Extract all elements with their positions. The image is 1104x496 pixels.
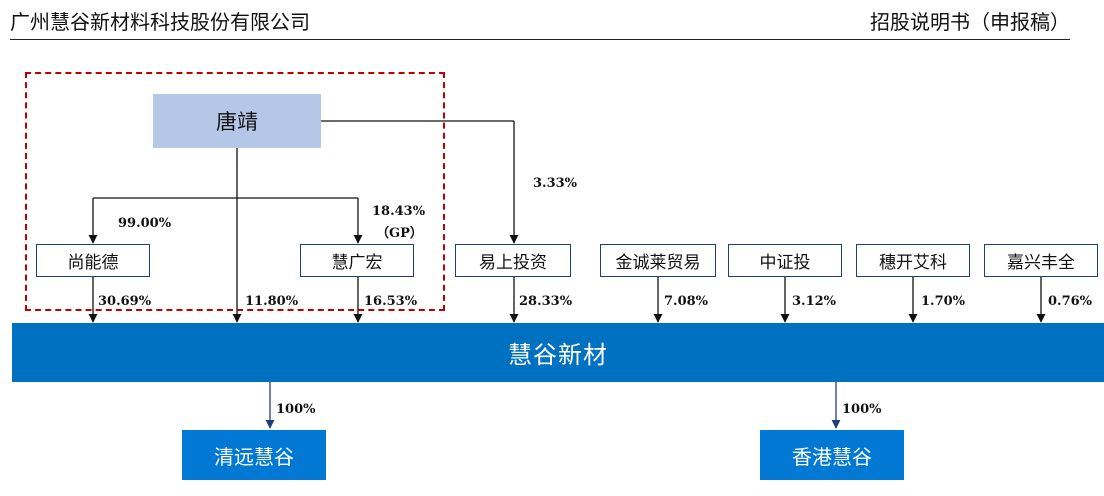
header-company-name: 广州慧谷新材料科技股份有限公司	[10, 10, 310, 34]
node-shangnengde: 尚能德	[36, 244, 150, 277]
header-divider	[10, 39, 1070, 40]
label-tang-shangnengde: 99.00%	[118, 216, 172, 231]
label-huiguanghong-company: 16.53%	[364, 294, 418, 309]
node-hongkong: 香港慧谷	[760, 430, 904, 480]
node-company: 慧谷新材	[12, 323, 1104, 382]
label-gp-note: （GP）	[376, 226, 423, 241]
node-yishang: 易上投资	[455, 244, 571, 277]
label-company-qingyuan: 100%	[276, 402, 316, 417]
node-qingyuan: 清远慧谷	[182, 430, 326, 480]
label-zhongzheng-company: 3.12%	[792, 294, 837, 309]
node-suikai: 穗开艾科	[856, 244, 970, 277]
label-jincheng-company: 7.08%	[664, 294, 709, 309]
label-suikai-company: 1.70%	[921, 294, 966, 309]
node-zhongzheng: 中证投	[728, 244, 842, 277]
label-tang-huiguanghong: 18.43%	[372, 204, 426, 219]
label-yishang-company: 28.33%	[519, 294, 573, 309]
node-jincheng: 金诚莱贸易	[600, 244, 716, 277]
controller-group-outline	[25, 72, 445, 311]
label-tang-company: 11.80%	[245, 294, 299, 309]
node-huiguanghong: 慧广宏	[300, 244, 414, 277]
label-tang-yishang: 3.33%	[533, 176, 578, 191]
node-tangjing: 唐靖	[153, 94, 321, 148]
node-jiaxing: 嘉兴丰全	[984, 244, 1098, 277]
header-document-title: 招股说明书（申报稿）	[870, 10, 1070, 34]
label-company-hongkong: 100%	[842, 402, 882, 417]
label-jiaxing-company: 0.76%	[1048, 294, 1093, 309]
label-shangnengde-company: 30.69%	[98, 294, 152, 309]
